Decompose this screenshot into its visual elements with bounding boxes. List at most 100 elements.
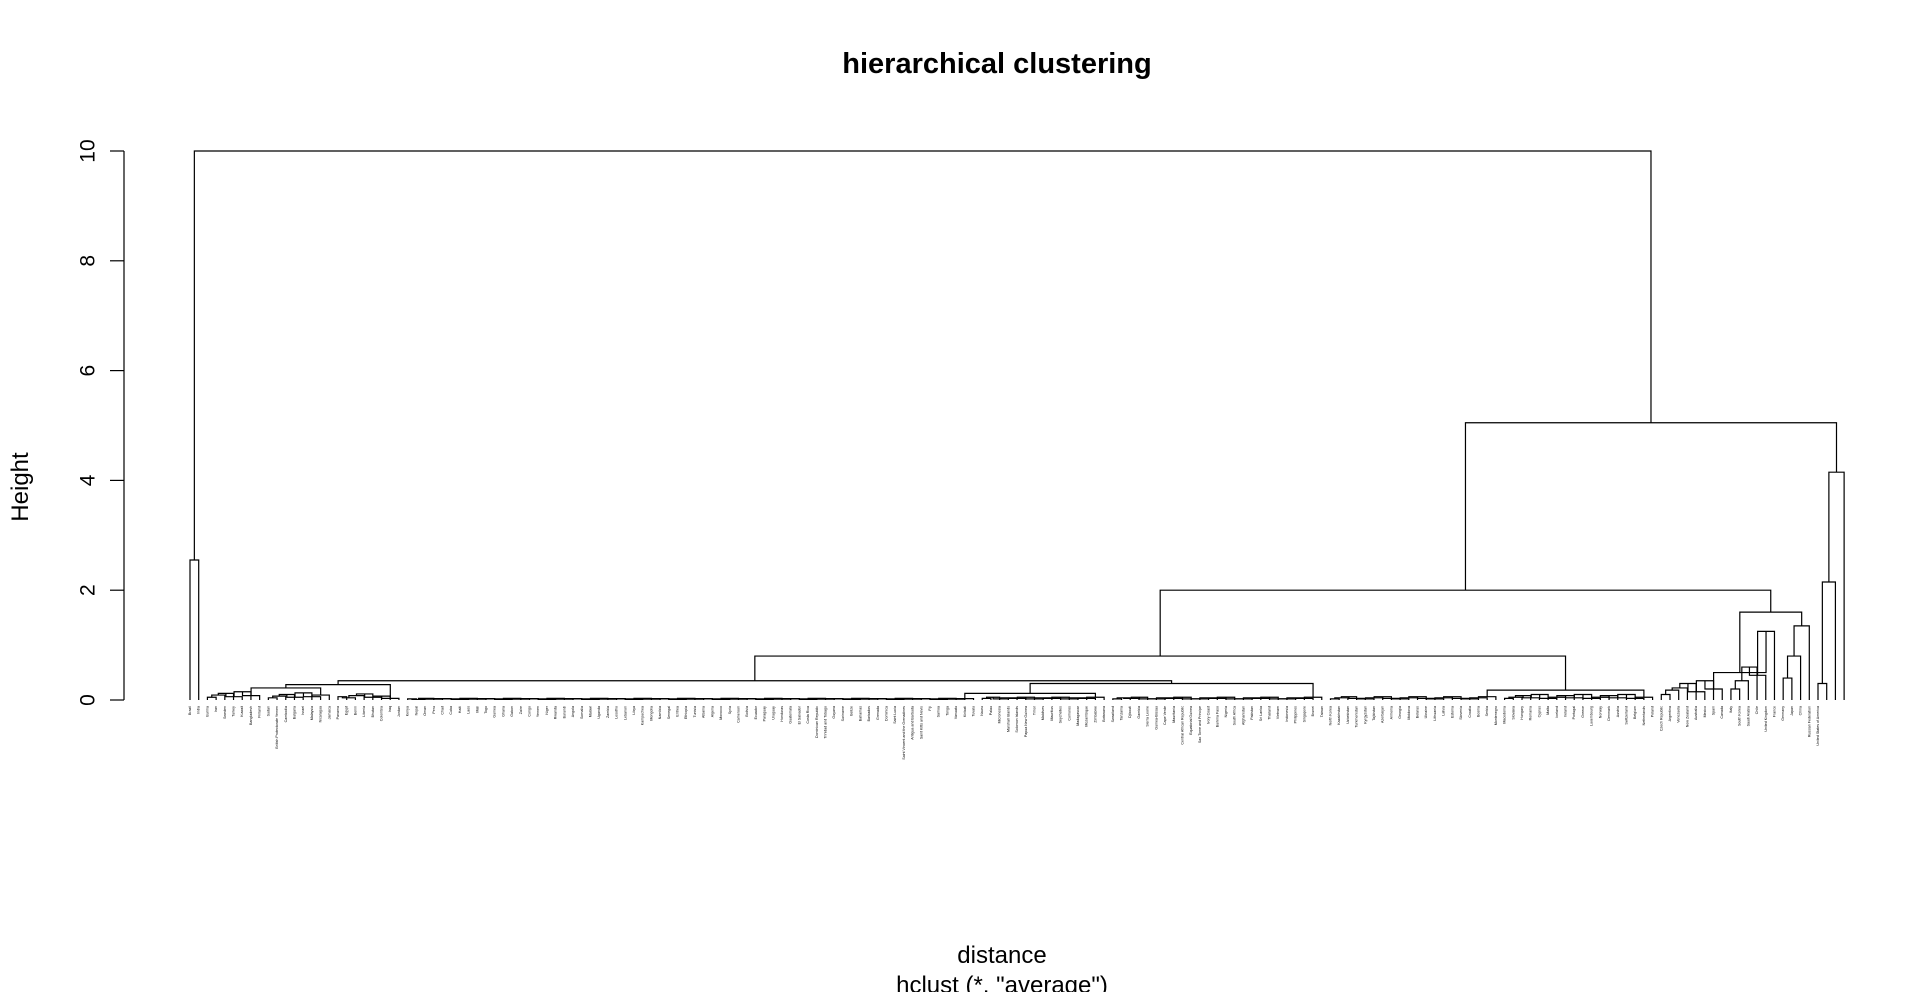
leaf-label: Sweden <box>223 706 227 719</box>
leaf-label: Tanzania <box>1120 706 1124 720</box>
leaf-label: Nicaragua <box>319 706 323 722</box>
leaf-label: Senegal <box>667 706 671 719</box>
leaf-label: Egypt <box>345 706 349 715</box>
leaf-label: Paraguay <box>763 706 767 722</box>
leaf-label: Congo <box>528 706 532 717</box>
leaf-label: British Protectorate Yemen <box>275 706 279 749</box>
leaf-label: China <box>1799 706 1803 715</box>
leaf-label: Namibia <box>658 706 662 719</box>
dendrogram-link <box>1159 589 1772 657</box>
leaf-label: Morocco <box>719 706 723 720</box>
leaf-label: Cuba <box>449 706 453 715</box>
leaf-label: Montenegro <box>1494 706 1498 725</box>
leaf-label: Sudan <box>266 706 270 716</box>
leaf-label: Serbia <box>1485 706 1489 716</box>
leaf-label: Kiribati <box>963 706 967 717</box>
leaf-label: Russian Federation <box>1807 706 1811 737</box>
leaf-label: Finland <box>258 706 262 718</box>
dendrogram-link <box>1828 471 1845 700</box>
dendrogram-link <box>1821 581 1837 700</box>
leaf-label: Cambodia <box>284 706 288 722</box>
leaf-label: Slovenia <box>1459 706 1463 720</box>
leaf-label: Thailand <box>1268 706 1272 720</box>
leaf-label: Turkmenistan <box>1355 706 1359 728</box>
leaf-label: Laos <box>467 706 471 714</box>
dendrogram-link <box>206 696 217 700</box>
leaf-label: Guyana <box>832 706 836 719</box>
leaf-label: Mauritius <box>1050 706 1054 721</box>
y-tick-label: 8 <box>77 255 100 267</box>
leaf-label: Yemen <box>536 706 540 717</box>
leaf-label: United Kingdom <box>1764 706 1768 732</box>
dendrogram-link <box>193 150 1652 561</box>
leaf-label: Algeria <box>710 706 714 717</box>
leaf-label: Malta <box>1546 706 1550 715</box>
leaf-label: Chile <box>1755 706 1759 714</box>
leaf-label: Botswana <box>1102 706 1106 722</box>
leaf-label: Angola <box>571 706 575 717</box>
leaf-label: Argentina <box>1668 706 1672 721</box>
leaf-label: Tuvalu <box>972 706 976 717</box>
leaf-label: Kenya <box>406 706 410 716</box>
leaf-label: Cameroon <box>736 706 740 723</box>
leaf-label: Saint Vincent and the Grenadines <box>902 706 906 760</box>
y-tick-label: 6 <box>77 365 100 377</box>
dendrogram-link <box>1734 680 1749 700</box>
leaf-label: Saint Lucia <box>893 706 897 724</box>
dendrogram-tree <box>189 150 1845 701</box>
dendrogram-link <box>511 698 531 700</box>
leaf-label: Trinidad and Tobago <box>824 706 828 739</box>
leaf-label: New Zealand <box>1685 706 1689 727</box>
x-axis-label: distance <box>957 942 1046 969</box>
leaf-label: Bulgaria <box>292 706 296 719</box>
leaf-label: Kyrgyzstan <box>1363 706 1367 724</box>
leaf-label: Sri Lanka <box>1259 706 1263 721</box>
leaf-label: Gabon <box>510 706 514 717</box>
leaf-label: Singapore <box>1302 706 1306 722</box>
leaf-label: Vanuatu <box>954 706 958 719</box>
leaf-label: Guinea <box>493 706 497 718</box>
dendrogram-link <box>1660 693 1671 700</box>
leaf-label: Mexico <box>1703 706 1707 717</box>
leaf-label: Eritrea <box>676 706 680 717</box>
leaf-label: El Salvador <box>797 705 801 724</box>
leaf-label: Jamaica <box>327 706 331 719</box>
leaf-label: Portugal <box>1572 706 1576 720</box>
leaf-label: Czech Republic <box>1659 706 1663 731</box>
leaf-label: Papua New Guinea <box>1024 706 1028 737</box>
leaf-label: Vietnam <box>1276 706 1280 719</box>
leaf-label: Zambia <box>606 706 610 718</box>
leaf-label: Oman <box>423 706 427 716</box>
y-tick-label: 0 <box>77 694 100 706</box>
leaf-label: Azerbaijan <box>1381 706 1385 723</box>
dendrogram-link <box>685 698 705 700</box>
dendrogram-link <box>1782 677 1793 700</box>
leaf-label: Libya <box>632 706 636 715</box>
leaf-label: Belarus <box>1416 706 1420 718</box>
dendrogram-link <box>729 698 748 700</box>
dendrogram-link <box>903 698 922 700</box>
leaf-label: Indonesia <box>1285 706 1289 722</box>
leaf-label: Nigeria <box>1224 706 1228 717</box>
y-axis: 0 2 4 6 8 10 <box>77 139 125 706</box>
dendrogram-link <box>1503 697 1514 700</box>
leaf-label: Madagascar <box>1076 705 1080 726</box>
dendrogram-link <box>1329 698 1340 700</box>
leaf-label: Australia <box>1694 706 1698 720</box>
y-axis-label: Height <box>7 452 34 522</box>
leaf-label: Burma <box>205 706 209 717</box>
leaf-label: Marshall Islands <box>1006 706 1010 732</box>
dendrogram-link <box>267 697 278 700</box>
leaf-label: Slovakia <box>1511 706 1515 720</box>
leaf-label: Benin <box>353 706 357 715</box>
leaf-label: Albania <box>702 706 706 718</box>
leaf-label: Ivory Coast <box>1207 706 1211 724</box>
leaf-label: Saint Kitts and Nevis <box>919 706 923 739</box>
leaf-label: India <box>197 706 201 714</box>
leaf-label: Syria <box>728 706 732 714</box>
leaf-label: Ukraine <box>1424 706 1428 718</box>
leaf-label: Togo <box>484 706 488 714</box>
leaf-label: Ecuador <box>754 705 758 719</box>
leaf-label: Chad <box>440 706 444 715</box>
y-tick-label: 4 <box>77 474 100 486</box>
